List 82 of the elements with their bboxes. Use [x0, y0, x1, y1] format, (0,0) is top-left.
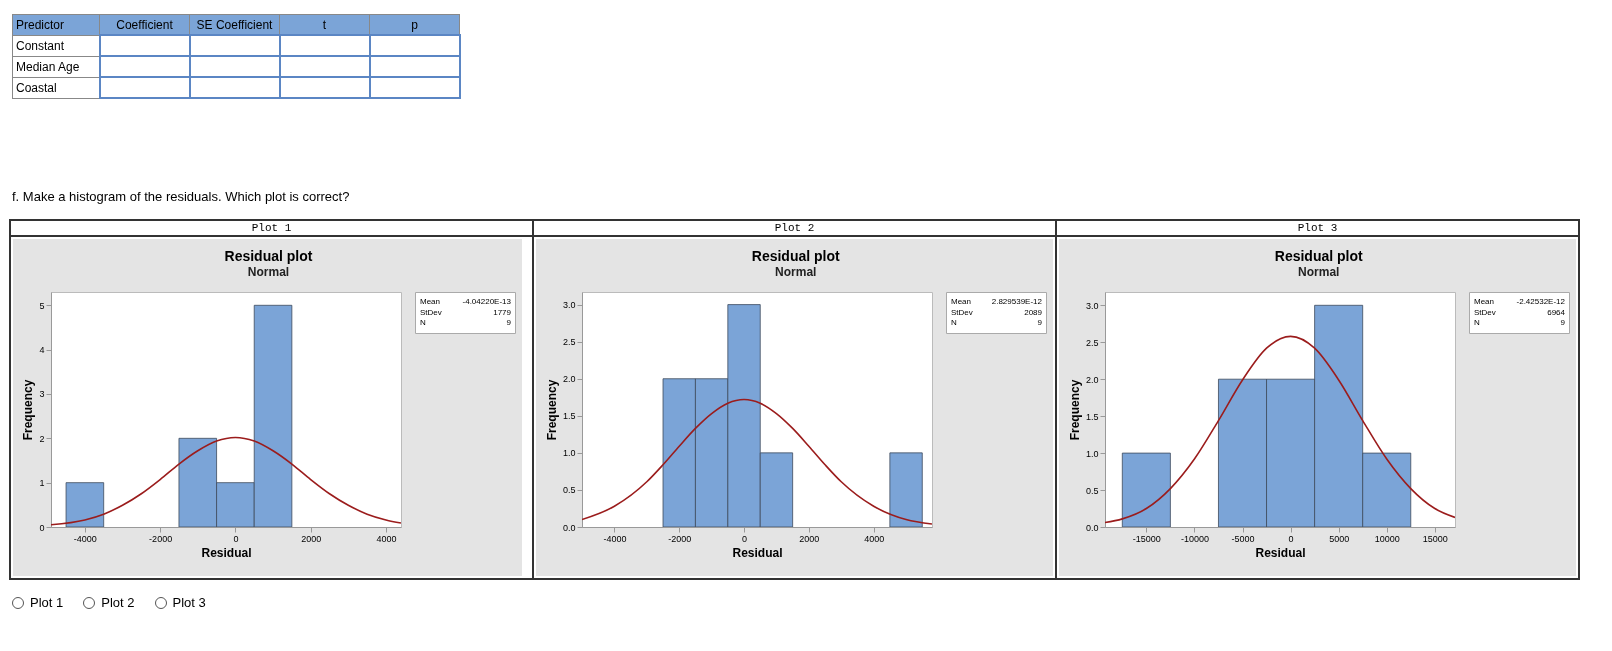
x-axis-title: Residual — [732, 545, 783, 560]
x-tick-label: 5000 — [1329, 533, 1350, 544]
y-tick-label: 2 — [39, 433, 45, 444]
chart-title: Residual plot — [751, 247, 841, 264]
chart-title: Residual plot — [1274, 247, 1364, 264]
text: 9 — [1560, 317, 1566, 327]
category-label: t — [279, 14, 370, 35]
category-label: Coefficient — [99, 14, 190, 35]
text: 2089 — [1024, 307, 1043, 317]
category-label: p — [369, 14, 460, 35]
y-tick-label: 2.0 — [1085, 374, 1099, 385]
category-label: Constant — [16, 38, 65, 53]
chart-title: Residual plot — [224, 247, 313, 264]
x-tick-label: -15000 — [1132, 533, 1161, 544]
x-axis-title: Residual — [201, 545, 252, 560]
y-tick-label: 3.0 — [562, 300, 576, 311]
x-axis-title: Residual — [1255, 545, 1306, 560]
y-tick-label: 0.0 — [1085, 522, 1099, 533]
y-tick-label: 0.5 — [1085, 485, 1099, 496]
x-tick-label: -4000 — [603, 533, 627, 544]
x-tick-label: -2000 — [668, 533, 692, 544]
text: N — [420, 317, 426, 327]
x-tick-label: 2000 — [301, 533, 322, 544]
y-tick-label: 5 — [39, 300, 45, 311]
chart-subtitle: Normal — [775, 264, 817, 279]
text: StDev — [951, 307, 973, 317]
y-tick-label: 4 — [39, 345, 45, 356]
category-label: Plot 1 — [30, 595, 64, 610]
x-tick-label: -5000 — [1231, 533, 1255, 544]
text: 1779 — [493, 307, 512, 317]
text: Plot 2 — [534, 221, 1055, 237]
category-label: Plot 3 — [172, 595, 206, 610]
x-tick-label: 4000 — [376, 533, 397, 544]
y-tick-label: 3 — [39, 389, 45, 400]
x-tick-label: 0 — [742, 533, 748, 544]
x-tick-label: 2000 — [799, 533, 820, 544]
text: Mean — [1474, 297, 1495, 307]
chart-subtitle: Normal — [1298, 264, 1340, 279]
category-label: SE Coefficient — [189, 14, 280, 35]
text: StDev — [1474, 307, 1496, 317]
y-tick-label: 3.0 — [1085, 300, 1099, 311]
text: StDev — [420, 307, 442, 317]
text: f. Make a histogram of the residuals. Which plot is correct? — [12, 189, 350, 204]
x-tick-label: -10000 — [1180, 533, 1209, 544]
chart-subtitle: Normal — [247, 264, 290, 279]
text: 6964 — [1547, 307, 1566, 317]
y-tick-label: 1.5 — [1085, 411, 1099, 422]
x-tick-label: 4000 — [864, 533, 885, 544]
x-tick-label: 15000 — [1422, 533, 1448, 544]
y-tick-label: 0.5 — [562, 485, 576, 496]
text: N — [1474, 317, 1480, 327]
text: Mean — [420, 297, 441, 307]
y-tick-label: 2.5 — [1085, 337, 1099, 348]
y-tick-label: 0 — [39, 522, 45, 533]
text: Plot 3 — [1057, 221, 1578, 237]
y-tick-label: 2.5 — [562, 337, 576, 348]
y-tick-label: 1.0 — [1085, 448, 1099, 459]
category-label: Plot 2 — [101, 595, 135, 610]
y-axis-title: Frequency — [21, 379, 36, 441]
text: N — [951, 317, 957, 327]
x-tick-label: 0 — [1288, 533, 1294, 544]
x-tick-label: 10000 — [1374, 533, 1400, 544]
text: Predictor — [12, 14, 100, 35]
x-tick-label: -2000 — [149, 533, 173, 544]
text: 9 — [506, 317, 512, 327]
text: -2.42532E-12 — [1516, 297, 1566, 307]
y-tick-label: 1.5 — [562, 411, 576, 422]
y-axis-title: Frequency — [544, 379, 559, 441]
y-axis-title: Frequency — [1067, 379, 1082, 441]
y-tick-label: 1 — [39, 478, 45, 489]
text: -4.04220E-13 — [462, 297, 512, 307]
text: 9 — [1037, 317, 1043, 327]
text: Plot 1 — [11, 221, 532, 237]
category-label: Coastal — [16, 80, 57, 95]
x-tick-label: -4000 — [73, 533, 97, 544]
y-tick-label: 2.0 — [562, 374, 576, 385]
text: Mean — [951, 297, 972, 307]
y-tick-label: 1.0 — [562, 448, 576, 459]
category-label: Median Age — [16, 59, 80, 74]
text: 2.829539E-12 — [991, 297, 1043, 307]
x-tick-label: 0 — [233, 533, 239, 544]
y-tick-label: 0.0 — [562, 522, 576, 533]
